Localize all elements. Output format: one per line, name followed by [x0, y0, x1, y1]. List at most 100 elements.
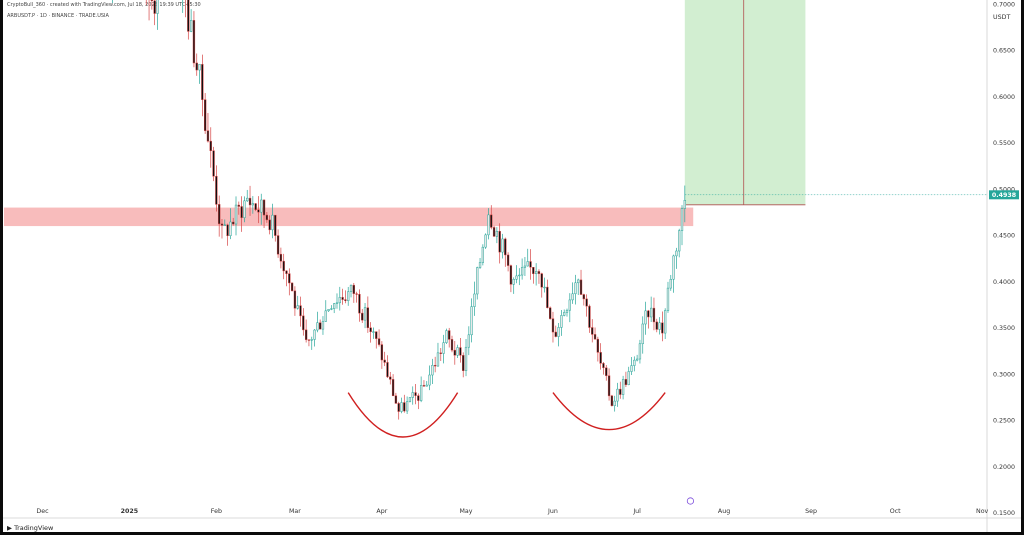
price-tick-label: 0.3500	[993, 325, 1015, 332]
candle-body	[478, 262, 482, 268]
candle-body	[591, 327, 594, 335]
candle-body	[279, 253, 283, 262]
chart-panel[interactable]: CryptoBull_360 · created with TradingVie…	[3, 0, 1021, 532]
candle-body	[361, 312, 364, 321]
candle-body	[229, 221, 232, 236]
candle-body	[358, 294, 361, 314]
candle-body	[627, 371, 630, 385]
candle-body	[335, 302, 339, 304]
candle-body	[344, 299, 347, 301]
candle-body	[220, 223, 224, 226]
price-tick-label: 0.5500	[993, 140, 1015, 147]
candle-body	[495, 230, 499, 237]
time-axis[interactable]: Dec 2025 Feb Mar Apr May Jun Jul Aug Sep Oct Nov	[36, 508, 988, 515]
candle-body	[389, 376, 392, 380]
candle-body	[633, 359, 636, 366]
candle-body	[574, 282, 577, 295]
candle-body	[490, 214, 493, 228]
candle-body	[240, 206, 243, 218]
candle-body	[375, 331, 378, 339]
candle-body	[434, 365, 437, 367]
candle-body	[635, 358, 639, 361]
price-chart[interactable]: 0.4716 (97.73%) 4,714 USDT 1.10001.05001…	[3, 0, 1021, 532]
candle-body	[523, 265, 527, 268]
price-axis-unit: USDT	[993, 14, 1010, 21]
candle-body	[537, 271, 541, 274]
candle-body	[232, 221, 235, 225]
candle-body	[234, 204, 238, 225]
rounded-bottom-arc-1	[347, 392, 459, 438]
candle-body	[616, 388, 619, 402]
candle-body	[549, 307, 552, 319]
candle-body	[296, 305, 299, 309]
candle-body	[672, 255, 675, 280]
candle-body	[428, 374, 431, 386]
candle-body	[588, 305, 591, 328]
candle-body	[192, 20, 196, 64]
candle-body	[347, 291, 350, 301]
candle-body	[540, 273, 543, 288]
candle-body	[260, 199, 263, 213]
candle-body	[607, 375, 611, 397]
candle-body	[577, 279, 580, 284]
candle-body	[246, 197, 249, 202]
candle-body	[369, 327, 372, 332]
candle-body	[484, 234, 487, 248]
candle-body	[189, 20, 193, 32]
candle-body	[321, 321, 325, 330]
candle-body	[215, 175, 218, 205]
candle-body	[529, 261, 532, 268]
candle-body	[650, 307, 653, 318]
price-tick-label: 0.7000	[993, 1, 1015, 8]
candle-body	[363, 307, 367, 321]
candle-body	[316, 322, 319, 331]
candle-body	[630, 365, 633, 372]
candle-body	[579, 279, 583, 295]
candle-body	[268, 219, 271, 231]
candle-body	[355, 293, 358, 295]
candle-body	[506, 254, 510, 266]
event-marker-icon[interactable]	[686, 497, 695, 505]
candle-body	[641, 323, 644, 345]
time-tick-label: Jul	[632, 508, 641, 515]
candle-body	[302, 315, 305, 331]
candle-body	[307, 339, 311, 341]
candle-body	[223, 224, 226, 226]
candle-body	[187, 0, 190, 32]
price-tick-label: 0.4500	[993, 233, 1015, 240]
brand-text: TradingView	[14, 524, 54, 532]
candle-body	[195, 62, 198, 71]
candle-body	[282, 260, 285, 272]
candle-body	[209, 140, 212, 151]
candle-body	[445, 330, 448, 343]
candle-body	[481, 246, 485, 263]
candle-body	[613, 400, 616, 406]
time-tick-label: Aug	[718, 508, 730, 515]
candle-body	[582, 294, 585, 300]
candle-body	[571, 293, 574, 301]
candle-body	[652, 307, 656, 323]
candle-body	[599, 352, 602, 364]
candle-body	[512, 279, 515, 285]
candle-body	[683, 200, 686, 209]
candle-body	[380, 344, 384, 361]
candle-body	[150, 0, 154, 1]
symbol-label: ARBUSDT.P · 1D · BINANCE · TRADE.USIA	[7, 13, 109, 19]
time-tick-label: Nov	[976, 508, 989, 515]
candle-body	[464, 346, 468, 371]
candle-body	[372, 331, 375, 333]
candle-body	[442, 342, 445, 354]
price-tick-label: 0.5000	[993, 186, 1015, 193]
candle-body	[532, 267, 535, 275]
candle-body	[473, 293, 476, 307]
price-tick-label: 0.2500	[993, 418, 1015, 425]
price-axis[interactable]: 1.10001.05001.00000.95000.90000.85000.80…	[993, 0, 1015, 517]
candle-body	[661, 322, 664, 334]
candle-body	[276, 235, 280, 255]
candle-body	[546, 286, 549, 309]
candle-body	[251, 203, 254, 206]
candle-body	[400, 402, 403, 412]
current-price-tag: 0.4938	[684, 190, 1019, 200]
candle-body	[467, 334, 470, 348]
candle-body	[534, 271, 538, 275]
